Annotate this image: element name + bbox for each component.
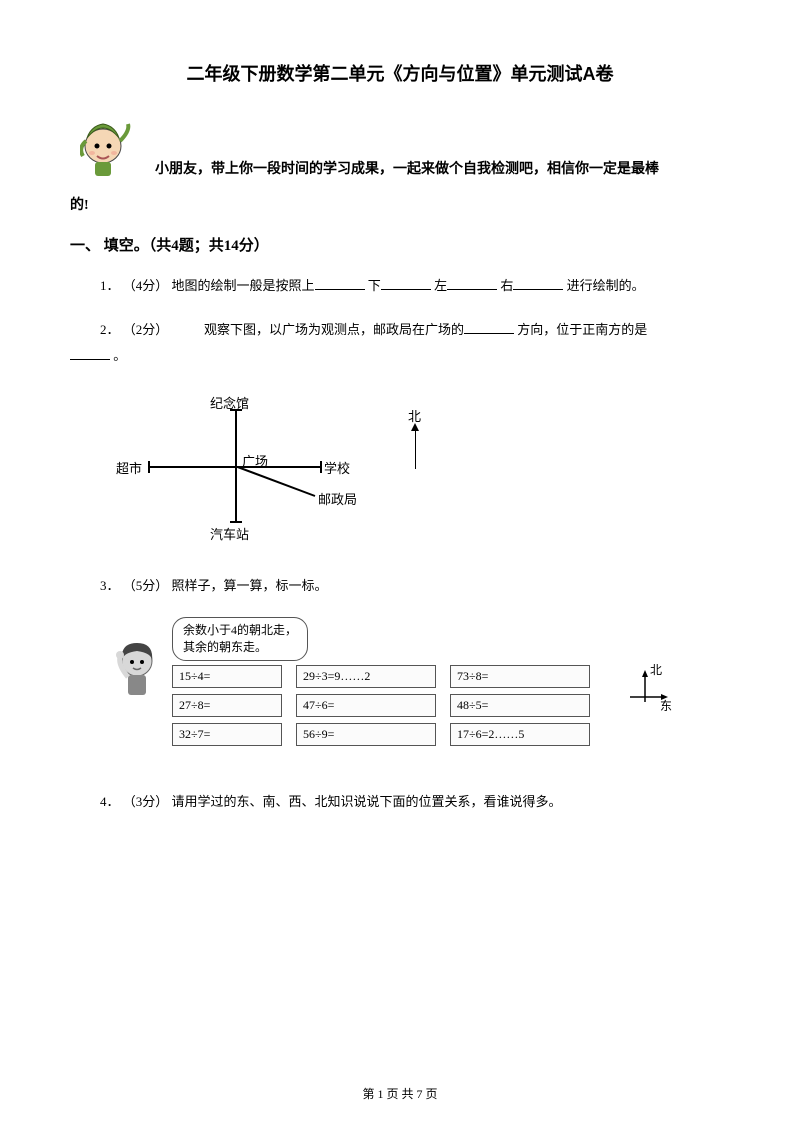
page-title: 二年级下册数学第二单元《方向与位置》单元测试A卷: [70, 60, 730, 86]
north-arrow-icon: [415, 429, 416, 469]
girl-icon: [110, 635, 165, 705]
q2-pts: （2分）: [123, 322, 188, 337]
q3-grid: 15÷4= 29÷3=9……2 73÷8= 27÷8= 47÷6= 48÷5= …: [172, 665, 590, 746]
q3-text: 照样子，算一算，标一标。: [172, 578, 328, 593]
intro-text-2: 的!: [70, 194, 730, 214]
math-cell[interactable]: 47÷6=: [296, 694, 436, 717]
question-3: 3． （5分） 照样子，算一算，标一标。: [70, 573, 730, 599]
tick: [230, 521, 242, 523]
tick: [148, 461, 150, 473]
speech-line-2: 其余的朝东走。: [183, 639, 297, 656]
math-cell[interactable]: 56÷9=: [296, 723, 436, 746]
section-head-1: 一、 填空。（共4题；共14分）: [70, 234, 730, 255]
tick: [320, 461, 322, 473]
blank[interactable]: [70, 346, 110, 360]
label-supermarket: 超市: [116, 458, 142, 477]
math-cell[interactable]: 48÷5=: [450, 694, 590, 717]
line-se: [235, 466, 325, 516]
compass-icon: 北 东: [620, 667, 670, 717]
math-cell[interactable]: 29÷3=9……2: [296, 665, 436, 688]
q1-num: 1．: [100, 278, 120, 293]
label-bus: 汽车站: [210, 524, 249, 543]
blank[interactable]: [447, 276, 497, 290]
q4-text: 请用学过的东、南、西、北知识说说下面的位置关系，看谁说得多。: [172, 794, 562, 809]
q1-t4: 右: [500, 278, 513, 293]
math-cell[interactable]: 32÷7=: [172, 723, 282, 746]
q1-t5: 进行绘制的。: [567, 278, 645, 293]
blank[interactable]: [315, 276, 365, 290]
math-cell[interactable]: 73÷8=: [450, 665, 590, 688]
blank[interactable]: [381, 276, 431, 290]
q2-t3: 。: [113, 348, 126, 363]
page-footer: 第 1 页 共 7 页: [0, 1085, 800, 1102]
q3-diagram: 余数小于4的朝北走， 其余的朝东走。 15÷4= 29÷3=9……2 73÷8=…: [110, 617, 670, 767]
q2-num: 2．: [100, 322, 120, 337]
compass-north: 北: [650, 661, 662, 678]
label-post: 邮政局: [318, 489, 357, 508]
intro-text-1: 小朋友，带上你一段时间的学习成果，一起来做个自我检测吧，相信你一定是最棒: [155, 155, 659, 186]
q2-t2: 方向，位于正南方的是: [517, 322, 647, 337]
question-1: 1． （4分） 地图的绘制一般是按照上 下 左 右 进行绘制的。: [70, 273, 730, 299]
label-square: 广场: [242, 451, 268, 470]
q4-num: 4．: [100, 794, 120, 809]
speech-bubble: 余数小于4的朝北走， 其余的朝东走。: [172, 617, 308, 661]
question-2: 2． （2分） 观察下图，以广场为观测点，邮政局在广场的 方向，位于正南方的是 …: [70, 317, 730, 369]
q3-pts: （5分）: [123, 578, 169, 593]
q1-t3: 左: [434, 278, 447, 293]
tick: [230, 409, 242, 411]
math-cell[interactable]: 15÷4=: [172, 665, 282, 688]
q1-pts: （4分）: [123, 278, 169, 293]
blank[interactable]: [513, 276, 563, 290]
q1-t1: 地图的绘制一般是按照上: [172, 278, 315, 293]
speech-line-1: 余数小于4的朝北走，: [183, 622, 297, 639]
q1-t2: 下: [368, 278, 381, 293]
math-cell[interactable]: 27÷8=: [172, 694, 282, 717]
q2-diagram: 纪念馆 超市 广场 学校 邮政局 汽车站 北: [110, 391, 450, 551]
label-school: 学校: [324, 458, 350, 477]
blank[interactable]: [464, 320, 514, 334]
mascot-icon: [80, 116, 135, 186]
intro-row: 小朋友，带上你一段时间的学习成果，一起来做个自我检测吧，相信你一定是最棒: [70, 116, 730, 186]
question-4: 4． （3分） 请用学过的东、南、西、北知识说说下面的位置关系，看谁说得多。: [70, 789, 730, 815]
compass-east: 东: [660, 697, 672, 714]
q3-num: 3．: [100, 578, 120, 593]
q4-pts: （3分）: [123, 794, 169, 809]
math-cell[interactable]: 17÷6=2……5: [450, 723, 590, 746]
q2-t1: 观察下图，以广场为观测点，邮政局在广场的: [191, 322, 464, 337]
